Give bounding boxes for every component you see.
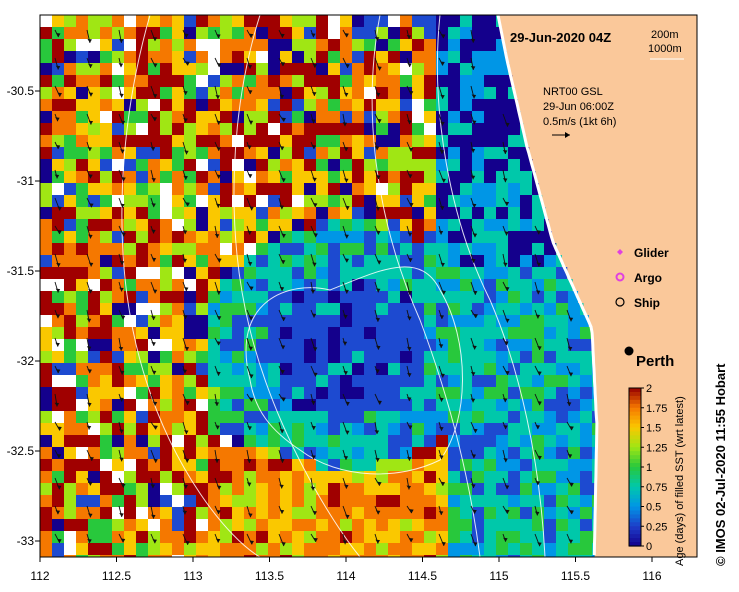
current-label-source: NRT00 GSL <box>543 86 603 98</box>
plot-frame <box>39 14 698 558</box>
legend-glider: Glider <box>617 246 669 260</box>
glider-diamond-icon <box>617 249 623 255</box>
sst-age-pixels <box>40 15 599 557</box>
x-tick-label: 112.5 <box>102 569 131 583</box>
colorbar-tick-label: 1.75 <box>646 403 667 415</box>
map-title: 29-Jun-2020 04Z <box>510 30 611 45</box>
x-axis: 112 112.5 113 113.5 114 114.5 115 115.5 116 <box>30 557 662 583</box>
current-label-scale: 0.5m/s (1kt 6h) <box>543 116 616 128</box>
x-tick-label: 114.5 <box>408 569 437 583</box>
x-tick-label: 113.5 <box>255 569 284 583</box>
ship-circle-icon <box>615 297 625 307</box>
y-tick-label: -30.5 <box>7 84 35 98</box>
map-plot-area <box>40 15 697 557</box>
legend-glider-label: Glider <box>634 246 669 260</box>
colorbar-tick-label: 0.75 <box>646 482 667 494</box>
coastline <box>496 15 599 556</box>
colorbar-tick-label: 0 <box>646 541 652 553</box>
x-tick-label: 115.5 <box>561 569 590 583</box>
legend-argo-label: Argo <box>634 271 662 285</box>
colorbar-tick-label: 2 <box>646 383 652 395</box>
y-tick-label: -31.5 <box>7 264 35 278</box>
y-tick-label: -32.5 <box>7 444 35 458</box>
colorbar-tick-label: 1 <box>646 462 652 474</box>
x-tick-label: 114 <box>336 569 355 583</box>
legend-argo: Argo <box>615 271 662 285</box>
colorbar-tick-label: 0.25 <box>646 521 667 533</box>
colorbar-tick-label: 1.25 <box>646 442 667 454</box>
legend-ship: Ship <box>615 296 660 310</box>
x-tick-label: 112 <box>30 569 49 583</box>
y-tick-label: -31 <box>17 174 35 188</box>
colorbar-tick-label: 0.5 <box>646 502 661 514</box>
city-label-perth: Perth <box>636 353 674 370</box>
current-vectors <box>54 29 574 547</box>
argo-ring-icon <box>615 272 625 282</box>
bathymetry-contours <box>121 15 546 557</box>
legend-ship-label: Ship <box>634 296 660 310</box>
x-tick-label: 113 <box>183 569 202 583</box>
current-label-time: 29-Jun 06:00Z <box>543 101 614 113</box>
x-tick-label: 116 <box>642 569 661 583</box>
y-tick-label: -33 <box>17 534 35 548</box>
perth-marker-icon <box>624 346 634 356</box>
contour-legend-200m: 200m <box>651 29 679 41</box>
y-axis: -30.5 -31 -31.5 -32 -32.5 -33 <box>7 84 40 548</box>
y-tick-label: -32 <box>17 354 35 368</box>
contour-legend-1000m: 1000m <box>648 43 682 55</box>
colorbar-title: Age (days) of filled SST (wrt latest) <box>674 396 686 566</box>
current-scale-arrow <box>552 132 570 138</box>
colorbar-tick-label: 1.5 <box>646 423 661 435</box>
side-credit: © IMOS 02-Jul-2020 11:55 Hobart <box>713 363 728 566</box>
x-tick-label: 115 <box>489 569 508 583</box>
colorbar: 2 1.75 1.5 1.25 1 0.75 0.5 0.25 0 <box>628 383 667 553</box>
